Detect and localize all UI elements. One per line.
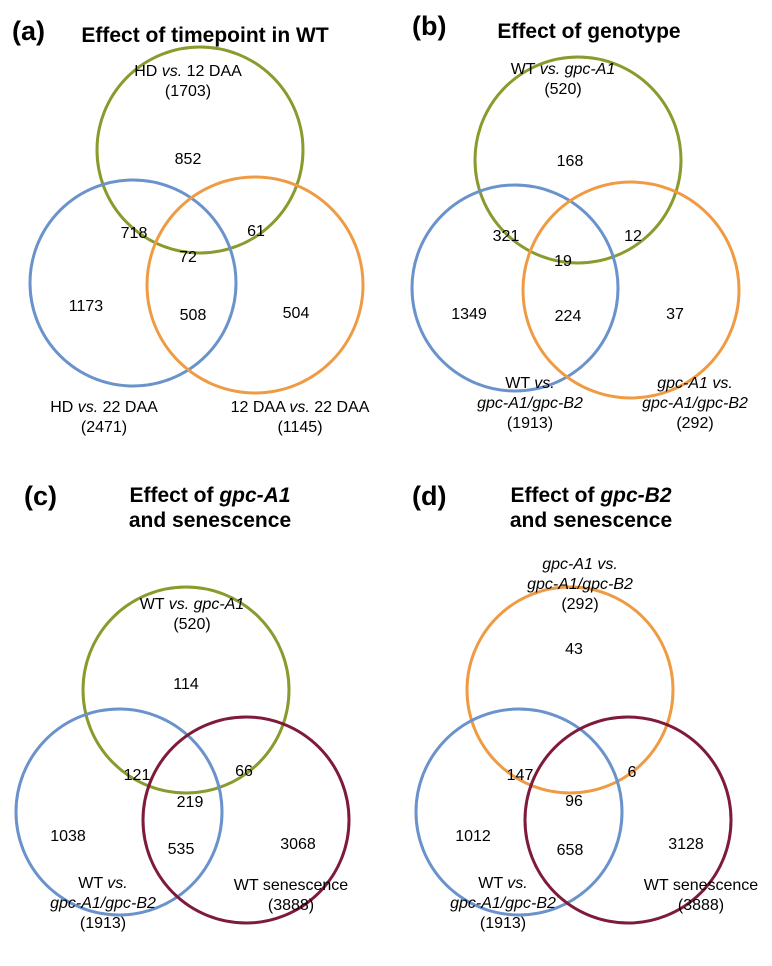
- set-label: WT senescence: [234, 877, 349, 894]
- venn-circle-blue: [14, 707, 224, 917]
- region-count-right-only: 37: [666, 306, 684, 323]
- set-label: gpc-A1 vs.: [542, 556, 618, 573]
- panel-title-line: Effect of timepoint in WT: [81, 24, 328, 47]
- set-label: (520): [544, 81, 581, 98]
- region-count-left-right: 508: [180, 307, 207, 324]
- venn-circle-blue: [414, 707, 624, 917]
- venn-circle-orange: [465, 585, 675, 795]
- region-count-center: 72: [179, 249, 197, 266]
- region-count-left-only: 1012: [455, 828, 491, 845]
- venn-circle-green: [95, 45, 305, 255]
- venn-panel-b: (b) Effect of genotype WT vs. gpc-A1 (520) W…: [410, 11, 748, 432]
- region-count-top-right: 6: [628, 764, 637, 781]
- panel-title-line: Effect of genotype: [497, 20, 680, 43]
- region-count-left-only: 1173: [69, 298, 104, 315]
- panel-label: (d): [412, 481, 446, 511]
- region-count-center: 219: [177, 794, 204, 811]
- set-label: gpc-A1 vs.: [657, 375, 733, 392]
- region-count-left-only: 1349: [451, 306, 487, 323]
- venn-circle-blue: [410, 183, 620, 393]
- region-count-center: 19: [554, 253, 572, 270]
- venn-circle-maroon: [523, 715, 733, 925]
- region-count-center: 96: [565, 793, 583, 810]
- set-label: (292): [676, 415, 713, 432]
- region-count-right-only: 3128: [668, 836, 704, 853]
- region-count-left-right: 224: [555, 308, 582, 325]
- set-label: WT vs. gpc-A1: [511, 61, 616, 78]
- set-label: 12 DAA vs. 22 DAA: [231, 399, 370, 416]
- set-label: (1913): [507, 415, 553, 432]
- region-count-top-only: 168: [557, 153, 584, 170]
- region-count-top-right: 61: [247, 223, 265, 240]
- panel-title-line: and senescence: [129, 509, 291, 532]
- set-label: (1913): [80, 915, 126, 932]
- region-count-top-left: 147: [507, 767, 534, 784]
- set-label: (2471): [81, 419, 127, 436]
- region-count-top-right: 12: [624, 228, 642, 245]
- venn-circle-green: [473, 55, 683, 265]
- panel-label: (c): [24, 481, 57, 511]
- set-label: (1703): [165, 83, 211, 100]
- set-label: (1913): [480, 915, 526, 932]
- venn-circle-maroon: [141, 715, 351, 925]
- region-count-right-only: 504: [283, 305, 310, 322]
- set-label: (292): [561, 596, 598, 613]
- region-count-top-right: 66: [235, 763, 253, 780]
- set-label: WT vs.: [78, 875, 127, 892]
- set-label: (3888): [678, 897, 724, 914]
- panel-title-line: and senescence: [510, 509, 672, 532]
- panel-title-line: Effect of gpc-A1: [129, 484, 290, 507]
- region-count-right-only: 3068: [280, 836, 316, 853]
- set-label: (1145): [277, 419, 322, 436]
- venn-circle-orange: [521, 180, 741, 400]
- region-count-left-right: 535: [168, 841, 195, 858]
- panel-title-line: Effect of gpc-B2: [510, 484, 671, 507]
- set-label: gpc-A1/gpc-B2: [642, 395, 748, 412]
- panel-label: (a): [12, 16, 45, 46]
- region-count-top-left: 121: [124, 767, 151, 784]
- set-label: HD vs. 12 DAA: [134, 63, 242, 80]
- region-count-top-only: 114: [173, 676, 199, 693]
- panel-label: (b): [412, 11, 446, 41]
- set-label: gpc-A1/gpc-B2: [527, 576, 633, 593]
- set-label: WT vs.: [478, 875, 527, 892]
- set-label: WT vs.: [505, 375, 554, 392]
- set-label: HD vs. 22 DAA: [50, 399, 158, 416]
- set-label: gpc-A1/gpc-B2: [50, 895, 156, 912]
- set-label: WT senescence: [644, 877, 759, 894]
- region-count-top-left: 321: [493, 228, 520, 245]
- set-label: (3888): [268, 897, 314, 914]
- set-label: gpc-A1/gpc-B2: [477, 395, 583, 412]
- set-label: (520): [173, 616, 210, 633]
- region-count-top-only: 43: [565, 641, 583, 658]
- region-count-top-left: 718: [121, 225, 148, 242]
- region-count-left-only: 1038: [50, 828, 86, 845]
- set-label: WT vs. gpc-A1: [140, 596, 245, 613]
- venn-circle-green: [81, 585, 291, 795]
- set-label: gpc-A1/gpc-B2: [450, 895, 556, 912]
- venn-circle-orange: [145, 175, 365, 395]
- region-count-left-right: 658: [557, 842, 584, 859]
- venn-circle-blue: [28, 178, 238, 388]
- region-count-top-only: 852: [175, 151, 202, 168]
- venn-panel-a: (a) Effect of timepoint in WT HD vs. 12 DA…: [12, 16, 370, 436]
